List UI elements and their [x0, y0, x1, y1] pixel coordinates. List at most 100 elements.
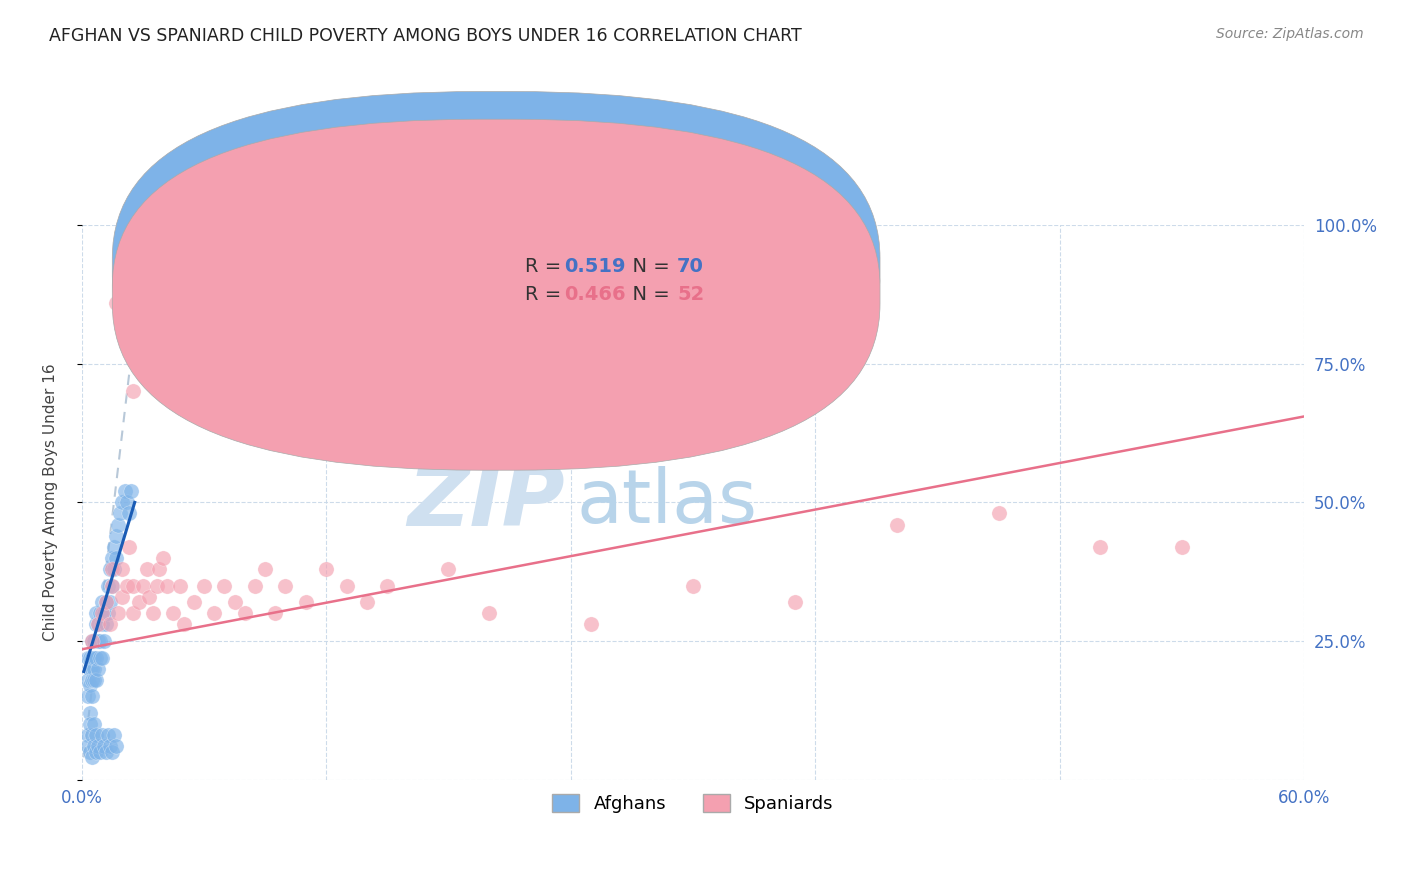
Point	[96, 617, 118, 632]
Point	[101, 550, 124, 565]
Point	[76, 739, 98, 754]
FancyBboxPatch shape	[464, 249, 780, 315]
Point	[87, 617, 110, 632]
Point	[96, 595, 118, 609]
Point	[224, 595, 246, 609]
Point	[80, 750, 103, 764]
Point	[162, 607, 184, 621]
Point	[83, 717, 105, 731]
Point	[254, 562, 277, 576]
Point	[83, 739, 105, 754]
Point	[93, 739, 115, 754]
Point	[87, 662, 110, 676]
Point	[93, 607, 115, 621]
Point	[76, 650, 98, 665]
Point	[169, 578, 191, 592]
Point	[80, 673, 103, 687]
Point	[114, 484, 136, 499]
Point	[79, 662, 101, 676]
Point	[79, 717, 101, 731]
Point	[110, 507, 132, 521]
Point	[295, 595, 318, 609]
Legend: Afghans, Spaniards: Afghans, Spaniards	[546, 787, 841, 821]
Point	[80, 634, 103, 648]
Point	[682, 578, 704, 592]
Y-axis label: Child Poverty Among Boys Under 16: Child Poverty Among Boys Under 16	[44, 364, 58, 641]
Point	[375, 578, 398, 592]
Point	[101, 578, 124, 592]
Point	[356, 595, 378, 609]
Point	[111, 495, 134, 509]
Point	[84, 745, 107, 759]
Point	[84, 607, 107, 621]
Point	[96, 745, 118, 759]
Point	[89, 745, 111, 759]
Point	[274, 578, 297, 592]
Point	[121, 607, 143, 621]
Point	[101, 578, 124, 592]
Point	[105, 550, 128, 565]
Point	[91, 607, 114, 621]
Point	[84, 617, 107, 632]
Point	[233, 607, 256, 621]
Point	[98, 617, 121, 632]
Point	[89, 607, 111, 621]
Point	[115, 578, 138, 592]
Point	[103, 728, 125, 742]
Point	[105, 295, 128, 310]
Point	[183, 595, 205, 609]
Point	[98, 739, 121, 754]
Point	[91, 595, 114, 609]
Text: Source: ZipAtlas.com: Source: ZipAtlas.com	[1216, 27, 1364, 41]
Point	[79, 678, 101, 692]
Point	[193, 578, 215, 592]
Point	[83, 662, 105, 676]
Point	[80, 650, 103, 665]
Point	[138, 590, 160, 604]
Text: N =: N =	[620, 257, 676, 277]
Point	[80, 662, 103, 676]
Point	[202, 607, 225, 621]
Point	[97, 607, 120, 621]
Point	[76, 728, 98, 742]
Point	[87, 634, 110, 648]
Point	[148, 562, 170, 576]
Point	[128, 595, 150, 609]
Point	[105, 739, 128, 754]
Point	[98, 562, 121, 576]
Point	[80, 690, 103, 704]
Point	[80, 634, 103, 648]
Point	[103, 540, 125, 554]
Text: ZIP: ZIP	[406, 461, 565, 544]
Point	[132, 578, 155, 592]
Point	[315, 562, 337, 576]
Point	[83, 634, 105, 648]
Point	[101, 745, 124, 759]
Point	[97, 578, 120, 592]
Point	[1090, 540, 1112, 554]
Point	[91, 650, 114, 665]
Point	[783, 595, 806, 609]
Point	[105, 528, 128, 542]
Point	[83, 650, 105, 665]
Point	[98, 595, 121, 609]
Point	[84, 673, 107, 687]
Point	[89, 650, 111, 665]
Point	[91, 617, 114, 632]
FancyBboxPatch shape	[112, 120, 880, 470]
Point	[111, 562, 134, 576]
Text: atlas: atlas	[576, 466, 758, 539]
Text: R =: R =	[526, 257, 568, 277]
Text: 70: 70	[678, 257, 704, 277]
Point	[93, 634, 115, 648]
Point	[579, 617, 602, 632]
Point	[103, 562, 125, 576]
FancyBboxPatch shape	[112, 92, 880, 442]
Point	[121, 384, 143, 399]
Text: 0.466: 0.466	[565, 285, 626, 304]
Point	[84, 728, 107, 742]
Point	[87, 617, 110, 632]
Point	[79, 745, 101, 759]
Point	[79, 650, 101, 665]
Point	[136, 562, 159, 576]
